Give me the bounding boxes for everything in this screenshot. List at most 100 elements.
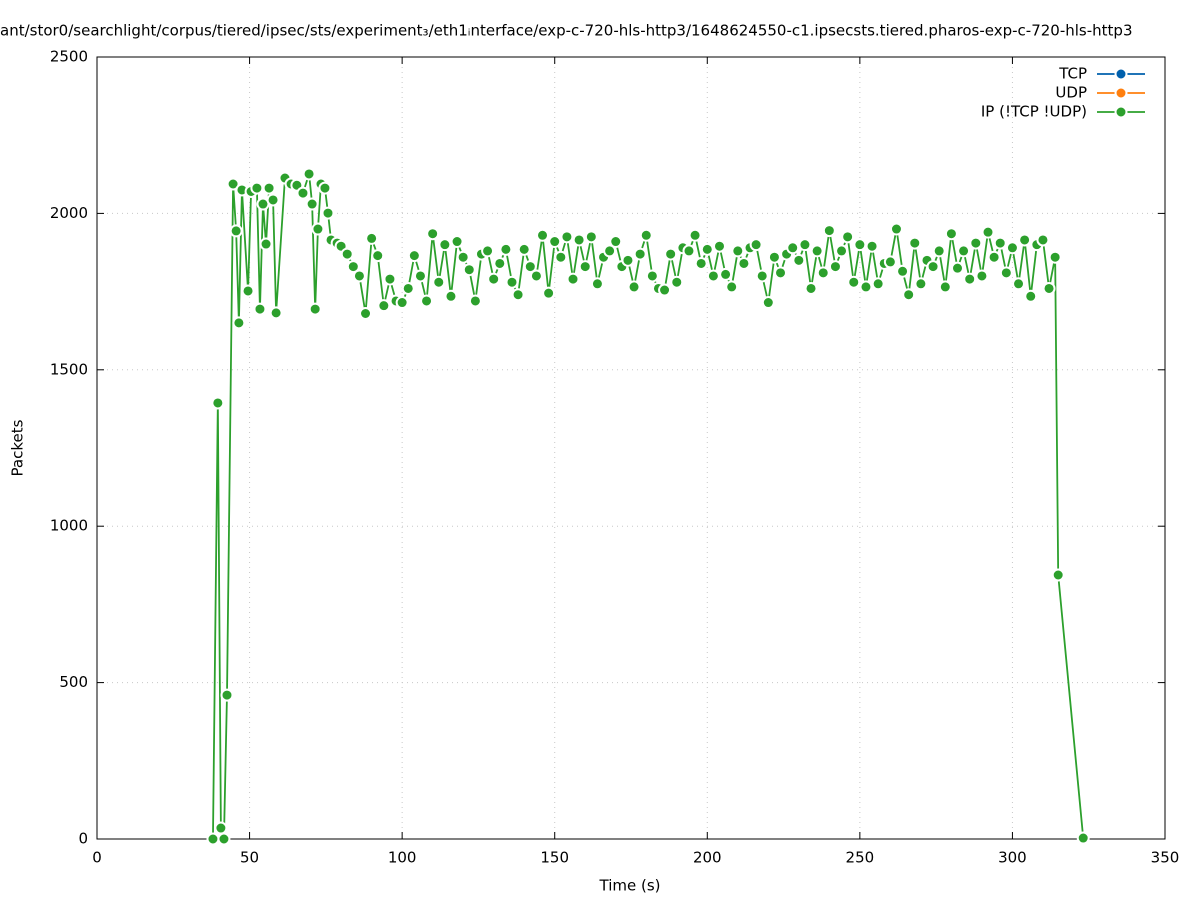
- data-point: [749, 238, 763, 252]
- data-point: [1036, 233, 1050, 247]
- data-point: [725, 280, 739, 294]
- data-point: [352, 269, 366, 283]
- data-point: [548, 235, 562, 249]
- data-point: [426, 227, 440, 241]
- data-point: [688, 228, 702, 242]
- data-point: [682, 244, 696, 258]
- data-point: [232, 316, 246, 330]
- data-point: [487, 272, 501, 286]
- data-point: [664, 247, 678, 261]
- data-point: [226, 177, 240, 191]
- data-point: [914, 277, 928, 291]
- data-point: [737, 256, 751, 270]
- data-point: [902, 288, 916, 302]
- data-point: [761, 296, 775, 310]
- x-tick-label: 300: [998, 849, 1027, 867]
- data-point: [214, 821, 228, 835]
- data-point: [786, 241, 800, 255]
- x-tick-label: 250: [846, 849, 875, 867]
- data-point: [462, 263, 476, 277]
- data-point: [346, 260, 360, 274]
- data-point: [305, 197, 319, 211]
- data-point: [908, 236, 922, 250]
- data-point: [365, 231, 379, 245]
- data-point: [511, 288, 525, 302]
- data-point: [963, 272, 977, 286]
- data-point: [229, 224, 243, 238]
- data-point: [456, 250, 470, 264]
- data-point: [444, 289, 458, 303]
- data-point: [731, 244, 745, 258]
- legend-swatch-dot: [1114, 105, 1128, 119]
- data-point: [523, 260, 537, 274]
- x-tick-label: 150: [540, 849, 569, 867]
- data-point: [828, 260, 842, 274]
- data-point: [889, 222, 903, 236]
- data-point: [609, 235, 623, 249]
- x-tick-label: 200: [693, 849, 722, 867]
- data-point: [220, 688, 234, 702]
- data-point: [816, 266, 830, 280]
- data-point: [1018, 233, 1032, 247]
- data-point: [1076, 831, 1090, 845]
- data-point: [871, 277, 885, 291]
- data-point: [706, 269, 720, 283]
- data-point: [627, 280, 641, 294]
- data-point: [311, 222, 325, 236]
- data-point: [481, 244, 495, 258]
- x-axis-label: Time (s): [599, 877, 661, 895]
- data-point: [944, 227, 958, 241]
- data-point: [566, 272, 580, 286]
- data-point: [603, 244, 617, 258]
- data-point: [792, 253, 806, 267]
- y-tick-label: 2500: [50, 48, 88, 66]
- y-tick-label: 1000: [50, 517, 88, 535]
- data-point: [536, 228, 550, 242]
- data-point: [835, 244, 849, 258]
- data-point: [578, 260, 592, 274]
- legend-label: UDP: [1055, 84, 1087, 102]
- data-point: [241, 284, 255, 298]
- data-point: [774, 266, 788, 280]
- data-point: [700, 242, 714, 256]
- data-point: [217, 832, 231, 846]
- data-point: [359, 306, 373, 320]
- data-point: [340, 247, 354, 261]
- data-point: [926, 260, 940, 274]
- data-point: [865, 239, 879, 253]
- data-point: [810, 244, 824, 258]
- y-tick-label: 0: [78, 830, 88, 848]
- data-point: [259, 237, 273, 251]
- data-point: [841, 230, 855, 244]
- data-point: [318, 181, 332, 195]
- data-point: [542, 286, 556, 300]
- plot-border: [96, 56, 1166, 840]
- data-point: [383, 272, 397, 286]
- data-point: [499, 242, 513, 256]
- data-point: [554, 250, 568, 264]
- data-point: [999, 266, 1013, 280]
- data-point: [987, 250, 1001, 264]
- data-point: [450, 235, 464, 249]
- data-point: [719, 267, 733, 281]
- data-point: [1048, 250, 1062, 264]
- y-tick-label: 1500: [50, 360, 88, 378]
- y-axis-label: Packets: [9, 419, 27, 476]
- legend-label: TCP: [1058, 65, 1087, 83]
- data-point: [206, 832, 220, 846]
- y-tick-label: 2000: [50, 204, 88, 222]
- data-point: [798, 238, 812, 252]
- data-point: [407, 249, 421, 263]
- data-point: [1042, 281, 1056, 295]
- y-tick-label: 500: [59, 673, 88, 691]
- chart-title: ant/stor0/searchlight/corpus/tiered/ipse…: [0, 22, 1133, 40]
- data-point: [572, 233, 586, 247]
- data-point: [432, 275, 446, 289]
- data-point: [853, 238, 867, 252]
- data-point: [951, 261, 965, 275]
- data-point: [302, 167, 316, 181]
- x-tick-label: 0: [92, 849, 102, 867]
- data-point: [859, 280, 873, 294]
- legend-swatch-dot: [1114, 86, 1128, 100]
